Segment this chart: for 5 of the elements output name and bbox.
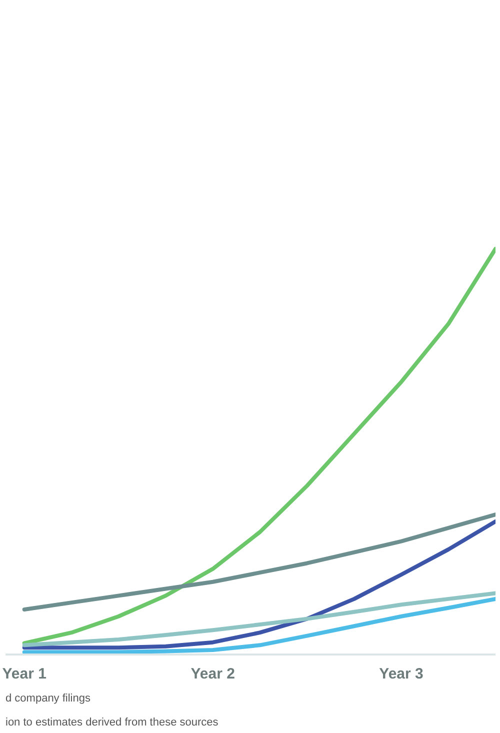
- text: d company filings: [6, 692, 91, 704]
- x-tick-label: Year 1: [2, 666, 46, 682]
- x-tick-label: Year 2: [190, 666, 235, 682]
- x-tick-label: Year 3: [379, 666, 424, 682]
- text: ion to estimates derived from these sources: [6, 716, 219, 728]
